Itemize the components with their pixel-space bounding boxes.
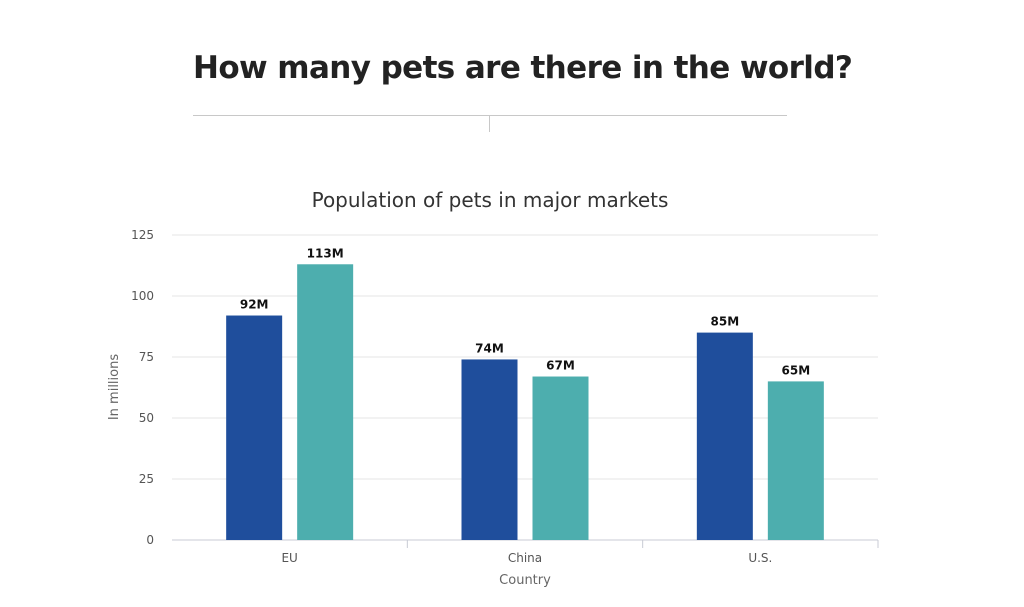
heading-divider [193,115,787,116]
x-axis-title: Country [499,573,551,588]
data-label: 113M [307,246,344,260]
bar [696,332,753,540]
bar [532,376,589,540]
chart-title: Population of pets in major markets [312,188,669,212]
x-tick-label: EU [281,551,297,565]
data-label: 74M [475,341,504,355]
data-label: 65M [782,363,811,377]
heading-divider-tick [489,116,490,132]
y-axis-title: In millions [107,354,122,421]
y-tick-label: 75 [139,350,154,364]
y-tick-label: 0 [146,533,154,547]
data-labels: 92M 113M 74M 67M 85M 65M [240,246,810,377]
bar [297,264,354,540]
y-tick-label: 25 [139,472,154,486]
data-label: 92M [240,298,269,312]
bar [226,315,283,540]
page-heading: How many pets are there in the world? [193,50,853,86]
x-tick-label: U.S. [748,551,772,565]
x-axis-ticks: EU China U.S. [281,540,879,565]
x-tick-label: China [508,551,542,565]
y-axis-ticks: 0 25 50 75 100 125 [131,228,154,547]
y-tick-label: 100 [131,289,154,303]
bar [461,359,518,540]
bar [767,381,824,540]
gridlines [172,234,878,541]
y-tick-label: 50 [139,411,154,425]
data-label: 67M [546,359,575,373]
bars [226,264,824,540]
data-label: 85M [711,315,740,329]
y-tick-label: 125 [131,228,154,242]
